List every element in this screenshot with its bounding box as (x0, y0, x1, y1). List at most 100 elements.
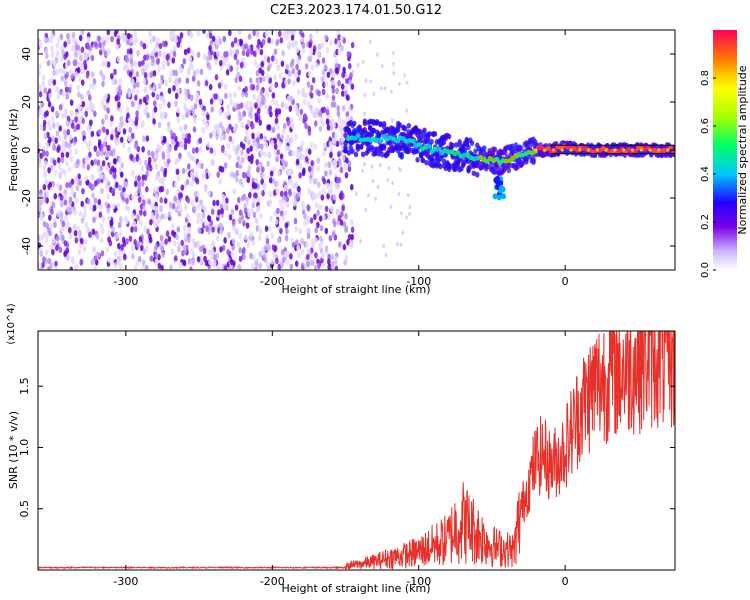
heatmap-noise-cell (38, 84, 42, 91)
heatmap-noise-cell (256, 205, 261, 212)
heatmap-noise-cell (263, 135, 267, 142)
heatmap-signal-cell (420, 157, 426, 164)
heatmap-noise-cell (201, 211, 206, 219)
heatmap-noise-cell (154, 43, 159, 50)
heatmap-noise-cell (77, 61, 82, 68)
heatmap-noise-cell (93, 158, 98, 165)
heatmap-noise-cell (56, 92, 61, 100)
heatmap-noise-cell (317, 242, 322, 250)
heatmap-noise-cell (80, 79, 85, 86)
heatmap-noise-cell (179, 207, 183, 215)
heatmap-x-tick-label: -100 (406, 275, 431, 288)
heatmap-noise-cell (114, 139, 119, 147)
heatmap-noise-cell (235, 58, 240, 66)
heatmap-noise-cell (392, 50, 395, 56)
heatmap-noise-cell (111, 188, 116, 195)
heatmap-noise-cell (145, 94, 150, 101)
heatmap-noise-cell (43, 87, 48, 94)
snr-x-tick-label: 0 (562, 575, 569, 588)
heatmap-noise-cell (45, 110, 49, 117)
heatmap-peak-point (630, 148, 635, 152)
heatmap-noise-cell (192, 205, 197, 212)
heatmap-noise-cell (63, 41, 67, 48)
heatmap-noise-cell (237, 264, 242, 270)
heatmap-noise-cell (303, 113, 308, 120)
heatmap-noise-cell (279, 210, 284, 217)
heatmap-noise-cell (306, 100, 311, 108)
heatmap-noise-cell (317, 262, 321, 270)
heatmap-noise-cell (229, 65, 234, 72)
heatmap-noise-cell (179, 125, 183, 132)
heatmap-noise-cell (311, 76, 316, 84)
heatmap-noise-cell (283, 190, 288, 197)
heatmap-noise-cell (182, 260, 187, 267)
heatmap-noise-cell (330, 253, 335, 261)
heatmap-noise-cell (314, 193, 319, 200)
heatmap-noise-cell (65, 151, 70, 158)
snr-y-tick-label: 1.5 (18, 377, 31, 395)
heatmap-noise-cell (236, 144, 240, 151)
heatmap-noise-cell (314, 201, 319, 209)
heatmap-noise-cell (52, 144, 56, 152)
heatmap-noise-cell (294, 225, 298, 232)
heatmap-noise-cell (364, 207, 368, 213)
heatmap-noise-cell (48, 229, 52, 237)
heatmap-signal-cell (406, 145, 411, 152)
heatmap-noise-cell (246, 241, 250, 248)
heatmap-noise-cell (193, 190, 198, 198)
heatmap-noise-cell (141, 68, 145, 75)
heatmap-noise-cell (66, 254, 70, 261)
heatmap-noise-cell (282, 198, 287, 206)
heatmap-noise-cell (55, 130, 60, 137)
heatmap-noise-cell (281, 50, 285, 57)
heatmap-noise-cell (125, 238, 129, 245)
heatmap-noise-cell (107, 256, 112, 264)
heatmap-noise-cell (318, 110, 323, 118)
heatmap-noise-cell (240, 149, 244, 156)
heatmap-noise-cell (240, 61, 244, 69)
heatmap-noise-cell (266, 56, 271, 63)
heatmap-noise-cell (118, 184, 122, 192)
heatmap-noise-cell (192, 126, 197, 133)
heatmap-noise-cell (128, 235, 133, 242)
heatmap-noise-cell (183, 48, 188, 56)
heatmap-signal-cell (427, 131, 433, 137)
heatmap-noise-cell (56, 235, 60, 242)
heatmap-noise-cell (38, 205, 42, 213)
heatmap-signal-cell (353, 151, 359, 158)
heatmap-noise-cell (241, 49, 246, 57)
heatmap-noise-cell (53, 193, 58, 200)
heatmap-noise-cell (49, 77, 54, 84)
heatmap-noise-cell (321, 88, 326, 96)
heatmap-noise-cell (309, 92, 314, 99)
heatmap-noise-cell (134, 119, 138, 126)
heatmap-noise-cell (210, 106, 215, 113)
heatmap-noise-cell (171, 57, 176, 64)
heatmap-noise-cell (187, 132, 191, 140)
heatmap-noise-cell (211, 35, 216, 43)
heatmap-noise-cell (140, 122, 144, 129)
heatmap-noise-cell (189, 154, 193, 161)
heatmap-noise-cell (141, 259, 146, 266)
heatmap-noise-cell (76, 158, 80, 166)
heatmap-noise-cell (139, 209, 143, 216)
heatmap-noise-cell (216, 128, 221, 135)
heatmap-noise-cell (233, 53, 238, 61)
heatmap-noise-cell (339, 219, 344, 226)
heatmap-noise-cell (232, 124, 237, 131)
heatmap-noise-cell (403, 73, 407, 78)
heatmap-noise-cell (65, 182, 69, 189)
heatmap-noise-cell (280, 101, 285, 108)
heatmap-noise-cell (160, 185, 165, 193)
heatmap-noise-cell (147, 198, 152, 205)
heatmap-noise-cell (90, 54, 95, 62)
heatmap-noise-cell (194, 176, 199, 183)
heatmap-noise-cell (152, 100, 157, 107)
heatmap-noise-cell (318, 204, 323, 211)
heatmap-peak-point (666, 148, 670, 152)
heatmap-noise-cell (41, 261, 45, 269)
heatmap-noise-cell (116, 38, 120, 45)
heatmap-noise-cell (306, 260, 310, 268)
heatmap-noise-cell (274, 111, 279, 118)
heatmap-noise-cell (138, 98, 143, 105)
